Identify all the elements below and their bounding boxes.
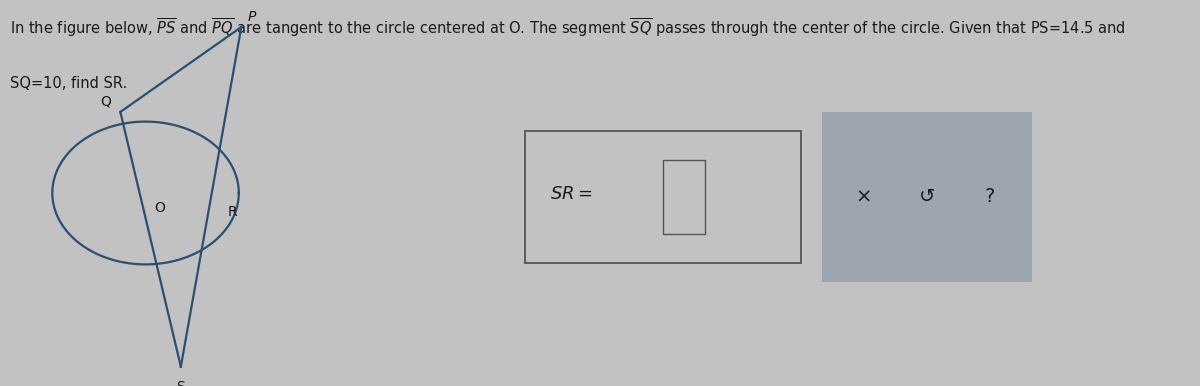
Text: Q: Q [101,94,112,108]
FancyBboxPatch shape [662,160,706,234]
FancyBboxPatch shape [816,110,1038,283]
Text: S: S [176,380,185,386]
Text: In the figure below, $\overline{PS}$ and $\overline{PQ}$ are tangent to the circ: In the figure below, $\overline{PS}$ and… [10,16,1126,39]
FancyBboxPatch shape [524,131,802,263]
Text: R: R [227,205,236,218]
Text: ?: ? [985,187,995,207]
Text: P: P [247,10,256,24]
Text: $SR=$: $SR=$ [551,185,593,203]
Text: ×: × [856,187,872,207]
Text: SQ=10, find SR.: SQ=10, find SR. [10,76,127,91]
Text: O: O [155,201,166,215]
Text: ↺: ↺ [919,187,935,207]
